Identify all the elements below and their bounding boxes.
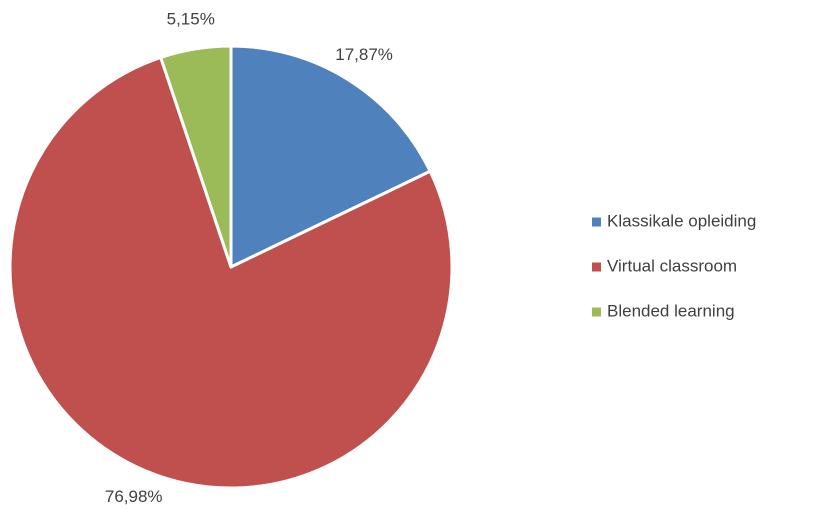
- data-label: 5,15%: [167, 10, 215, 29]
- pie-slice: [229, 44, 432, 269]
- legend-swatch: [592, 262, 601, 272]
- legend-label: Virtual classroom: [607, 256, 737, 275]
- legend-swatch: [592, 307, 601, 317]
- legend-label: Blended learning: [607, 301, 735, 320]
- legend-swatch: [592, 217, 601, 227]
- legend-label: Klassikale opleiding: [607, 211, 756, 230]
- data-label: 17,87%: [335, 45, 393, 64]
- pie-slice: [8, 55, 454, 490]
- pie-slice: [159, 44, 233, 269]
- data-label: 76,98%: [105, 487, 163, 506]
